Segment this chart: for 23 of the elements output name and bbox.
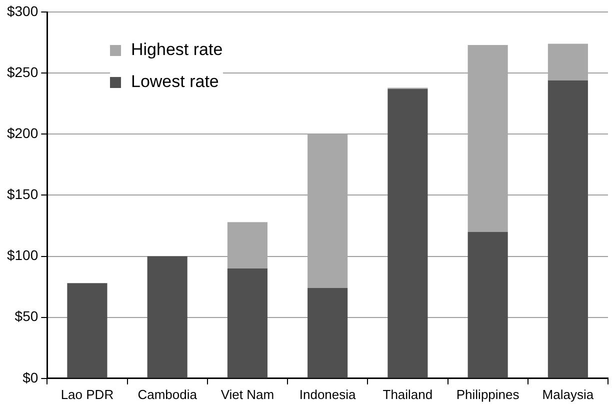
- bar: [308, 288, 348, 378]
- x-tick-label: Indonesia: [299, 386, 357, 402]
- y-tick-label: $300: [6, 2, 38, 19]
- y-tick-label: $250: [6, 64, 38, 80]
- bar: [388, 88, 428, 378]
- y-tick-label: $50: [14, 308, 38, 324]
- bar: [468, 232, 508, 378]
- y-tick-label: $200: [6, 124, 38, 141]
- y-tick-label: $0: [22, 369, 38, 386]
- legend-label: Highest rate: [131, 40, 223, 60]
- x-tick-label: Philippines: [456, 386, 520, 402]
- x-tick-label: Lao PDR: [60, 386, 114, 402]
- x-tick-label: Malaysia: [542, 386, 594, 402]
- legend-label: Lowest rate: [131, 72, 219, 92]
- x-tick-label: Cambodia: [138, 386, 198, 402]
- y-tick-label: $150: [6, 186, 38, 202]
- x-tick-label: Thailand: [382, 386, 433, 402]
- y-tick-label: $100: [6, 247, 38, 264]
- bar: [227, 268, 268, 378]
- x-tick-label: Viet Nam: [220, 386, 274, 402]
- bar: [548, 80, 588, 378]
- bar: [67, 283, 108, 378]
- bar: [147, 256, 188, 378]
